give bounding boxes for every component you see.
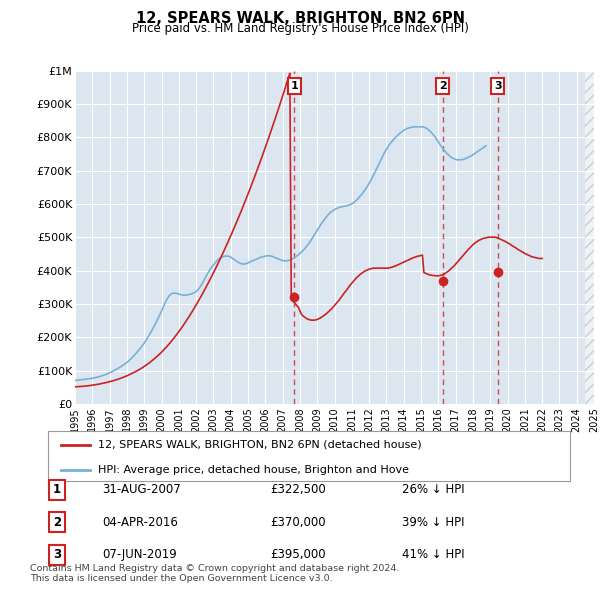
Text: 2: 2	[439, 81, 446, 91]
Text: Contains HM Land Registry data © Crown copyright and database right 2024.
This d: Contains HM Land Registry data © Crown c…	[30, 563, 400, 583]
Text: 41% ↓ HPI: 41% ↓ HPI	[402, 548, 464, 561]
Text: 12, SPEARS WALK, BRIGHTON, BN2 6PN: 12, SPEARS WALK, BRIGHTON, BN2 6PN	[136, 11, 464, 25]
Text: 39% ↓ HPI: 39% ↓ HPI	[402, 516, 464, 529]
Text: £322,500: £322,500	[270, 483, 326, 496]
Text: 3: 3	[494, 81, 502, 91]
Text: 2: 2	[53, 516, 61, 529]
Text: 1: 1	[290, 81, 298, 91]
Bar	[586, 71, 594, 404]
Text: 04-APR-2016: 04-APR-2016	[102, 516, 178, 529]
Text: 26% ↓ HPI: 26% ↓ HPI	[402, 483, 464, 496]
Text: £370,000: £370,000	[270, 516, 326, 529]
Text: 31-AUG-2007: 31-AUG-2007	[102, 483, 181, 496]
Text: 12, SPEARS WALK, BRIGHTON, BN2 6PN (detached house): 12, SPEARS WALK, BRIGHTON, BN2 6PN (deta…	[98, 440, 421, 450]
Text: 07-JUN-2019: 07-JUN-2019	[102, 548, 177, 561]
Text: £395,000: £395,000	[270, 548, 326, 561]
Text: 3: 3	[53, 548, 61, 561]
Text: 1: 1	[53, 483, 61, 496]
Text: HPI: Average price, detached house, Brighton and Hove: HPI: Average price, detached house, Brig…	[98, 465, 409, 475]
Text: Price paid vs. HM Land Registry's House Price Index (HPI): Price paid vs. HM Land Registry's House …	[131, 22, 469, 35]
